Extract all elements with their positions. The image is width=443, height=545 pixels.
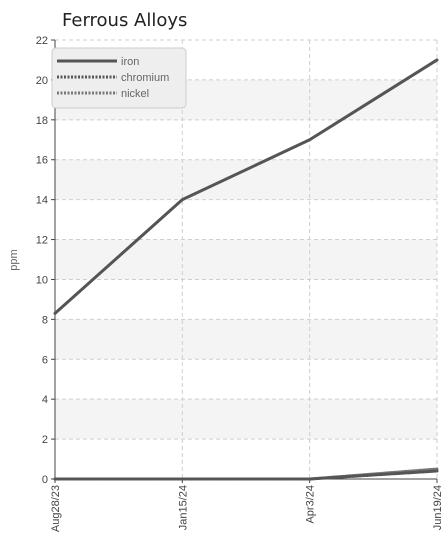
plot-band [55,399,437,440]
legend-label-iron: iron [121,56,139,68]
x-tick-label: Apr3/24 [305,485,317,524]
y-tick-label: 10 [36,274,48,286]
y-tick-label: 0 [42,474,48,486]
x-ticks: Aug28/23 Jan15/24 Apr3/24 Jun19/24 [50,479,443,532]
y-axis-label: ppm [8,249,20,270]
legend-label-chromium: chromium [121,72,169,84]
legend-label-nickel: nickel [121,88,149,100]
x-tick-label: Aug28/23 [50,485,62,532]
y-tick-label: 18 [36,115,48,127]
y-tick-label: 14 [36,195,48,207]
y-tick-label: 2 [42,434,48,446]
series-line-iron [53,58,439,315]
y-tick-label: 4 [42,394,48,406]
y-tick-label: 20 [36,75,48,87]
y-tick-label: 8 [42,314,48,326]
y-ticks: 0 2 4 6 8 10 12 14 16 18 20 22 [36,35,55,486]
x-tick-label: Jan15/24 [177,485,189,530]
y-tick-label: 6 [42,354,48,366]
y-tick-label: 16 [36,155,48,167]
legend: iron chromium nickel [51,47,187,109]
plot-band [55,319,437,360]
plot-band [55,239,437,280]
y-tick-label: 22 [36,35,48,47]
plot-band [55,159,437,200]
y-tick-label: 12 [36,235,48,247]
grid-lines [54,39,438,480]
series-lines [53,58,439,481]
series-line-chromium [53,469,439,481]
chart-title: Ferrous Alloys [62,10,187,31]
plot-bands [55,79,437,440]
x-tick-label: Jun19/24 [432,485,443,530]
